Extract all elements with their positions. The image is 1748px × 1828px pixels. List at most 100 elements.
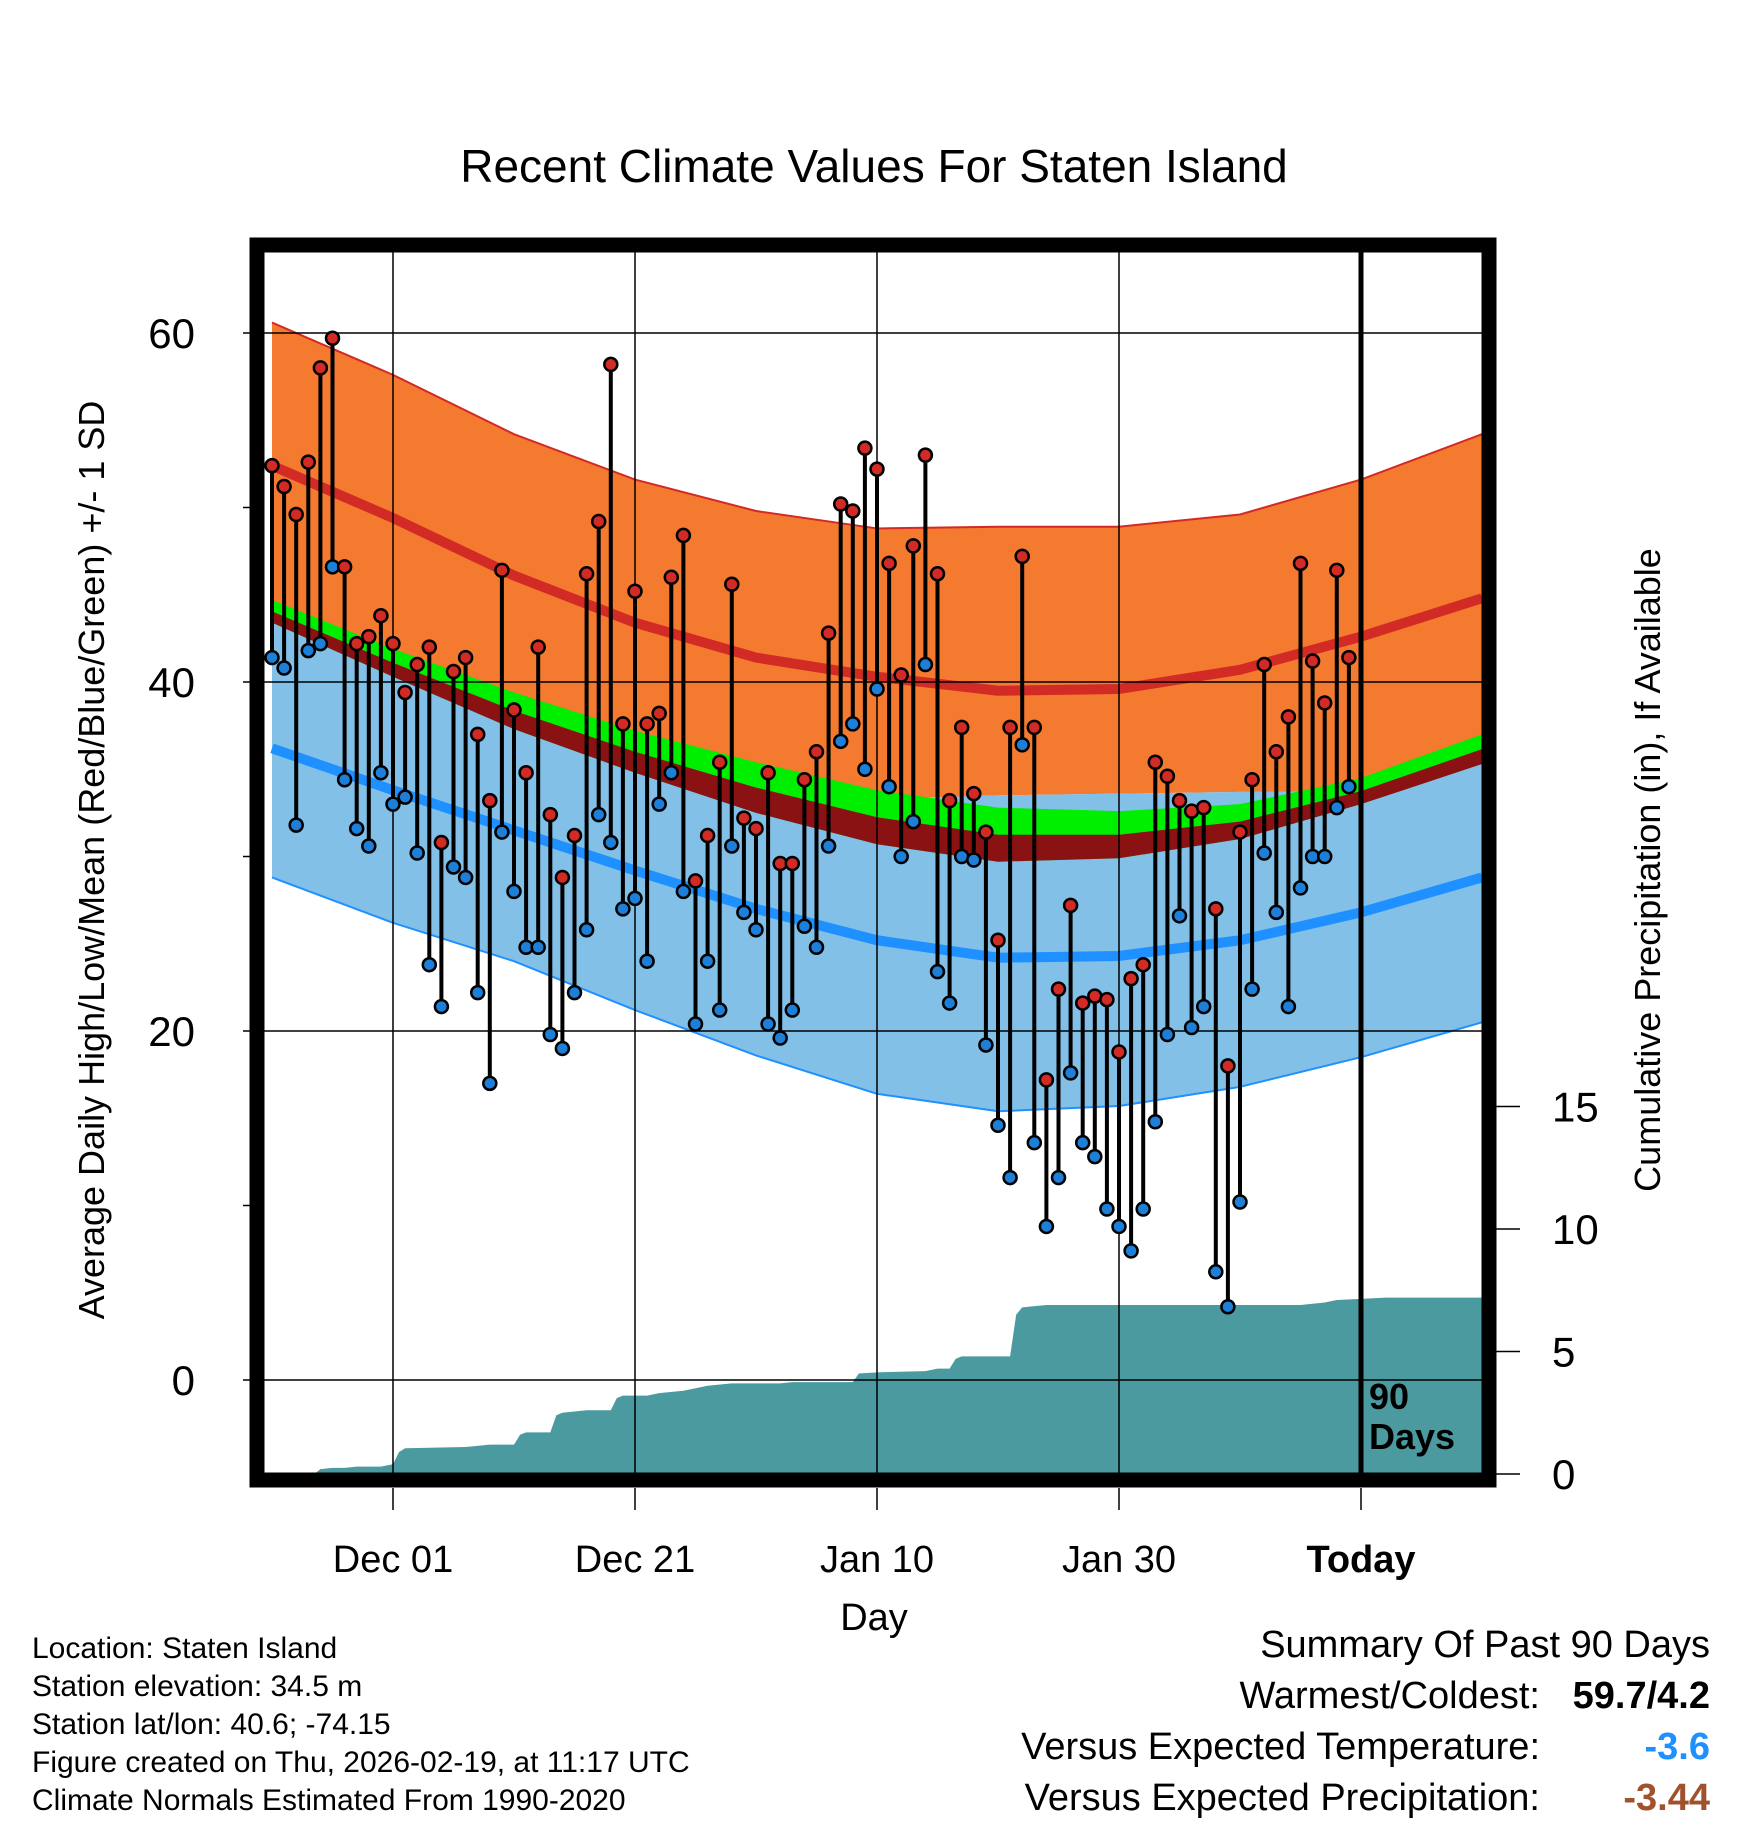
daily-low-point [385, 796, 401, 812]
daily-high-point [276, 478, 292, 495]
daily-high-point [1280, 709, 1297, 725]
daily-high-point [445, 663, 462, 680]
daily-low-point [675, 883, 692, 900]
daily-high-point [1050, 981, 1067, 997]
daily-low-point [724, 838, 740, 854]
daily-high-point [724, 576, 740, 593]
daily-high-point [603, 356, 619, 373]
daily-high-point [1099, 991, 1115, 1008]
daily-high-point [361, 628, 377, 645]
daily-high-point [578, 566, 595, 582]
precip-area [314, 1297, 1483, 1474]
daily-low-point [1111, 1218, 1127, 1235]
daily-high-point [748, 820, 764, 837]
today-label: Days [1369, 1416, 1455, 1457]
daily-high-point [857, 440, 873, 456]
daily-high-point [978, 824, 994, 840]
daily-high-point [1111, 1044, 1127, 1060]
daily-high-point [518, 764, 534, 781]
daily-low-point [929, 963, 946, 980]
daily-low-point [1099, 1201, 1115, 1217]
daily-high-point [312, 360, 329, 376]
daily-low-point [687, 1016, 704, 1032]
daily-low-point [312, 635, 329, 652]
daily-high-point [990, 932, 1006, 949]
daily-low-point [772, 1030, 788, 1046]
chart-title: Recent Climate Values For Staten Island [460, 140, 1288, 192]
temp-anomaly-value: -3.6 [1644, 1726, 1710, 1768]
y2-tick-label: 0 [1552, 1451, 1575, 1498]
daily-low-point [1171, 908, 1188, 924]
daily-high-point [397, 684, 413, 701]
daily-low-point [615, 901, 631, 917]
daily-high-point [711, 754, 728, 771]
daily-low-point [917, 656, 934, 673]
x-axis-label: Day [840, 1597, 908, 1639]
daily-low-point [1087, 1148, 1103, 1165]
daily-high-point [264, 457, 280, 474]
precip-anomaly-value: -3.44 [1623, 1777, 1710, 1819]
daily-low-point [1195, 998, 1212, 1015]
daily-low-point [748, 922, 764, 938]
daily-high-point [482, 792, 498, 809]
daily-low-point [566, 984, 583, 1001]
daily-low-point [1232, 1194, 1248, 1210]
daily-high-point [929, 566, 946, 582]
daily-low-point [845, 716, 861, 732]
daily-high-point [1329, 562, 1345, 579]
daily-low-point [1316, 848, 1333, 865]
normals-text: Climate Normals Estimated From 1990-2020 [32, 1784, 626, 1817]
daily-low-point [711, 1002, 728, 1018]
daily-high-point [784, 855, 801, 872]
daily-low-point [361, 838, 377, 854]
daily-high-point [457, 649, 474, 666]
daily-low-point [542, 1026, 559, 1043]
warm-cold-label: Warmest/Coldest: [1239, 1675, 1540, 1717]
daily-high-point [1195, 799, 1212, 816]
daily-high-point [1244, 771, 1260, 788]
daily-high-point [566, 827, 583, 844]
created-text: Figure created on Thu, 2026-02-19, at 11… [32, 1746, 690, 1779]
station-info: Location: Staten Island Station elevatio… [32, 1630, 690, 1820]
daily-low-point [482, 1075, 498, 1092]
daily-high-point [1220, 1058, 1236, 1074]
daily-high-point [300, 454, 317, 470]
daily-high-point [1135, 956, 1151, 973]
daily-low-point [905, 813, 922, 830]
daily-low-point [1038, 1218, 1055, 1235]
daily-low-point [760, 1016, 776, 1032]
daily-low-point [530, 939, 546, 955]
daily-high-point [530, 639, 546, 655]
daily-high-point [1026, 719, 1043, 736]
daily-low-point [421, 956, 438, 973]
x-tick-label: Dec 21 [575, 1539, 695, 1581]
daily-high-point [1159, 768, 1176, 784]
daily-low-point [736, 904, 752, 921]
daily-high-point [542, 806, 559, 823]
daily-low-point [699, 953, 716, 969]
daily-high-point [966, 785, 982, 802]
daily-low-point [1292, 880, 1309, 896]
daily-low-point [808, 939, 825, 955]
daily-low-point [1244, 981, 1260, 997]
daily-low-point [663, 764, 680, 781]
daily-high-point [760, 764, 776, 781]
daily-low-point [433, 998, 450, 1015]
daily-low-point [457, 869, 474, 886]
daily-low-point [336, 771, 353, 788]
daily-low-point [869, 681, 885, 697]
axes: 0 20 40 60 0 5 10 15 Dec 01 Dec 21 Jan 10 Jan 30 Tod… [148, 237, 1599, 1581]
daily-high-point [869, 461, 885, 477]
daily-low-point [639, 953, 655, 969]
daily-high-point [917, 447, 934, 463]
daily-high-point [796, 771, 813, 788]
daily-low-point [832, 733, 849, 750]
daily-high-point [554, 869, 571, 886]
daily-low-point [966, 852, 982, 868]
daily-low-point [276, 660, 292, 676]
daily-low-point [445, 859, 462, 875]
x-tick-label: Jan 10 [820, 1539, 934, 1581]
x-tick-label: Today [1306, 1539, 1415, 1581]
